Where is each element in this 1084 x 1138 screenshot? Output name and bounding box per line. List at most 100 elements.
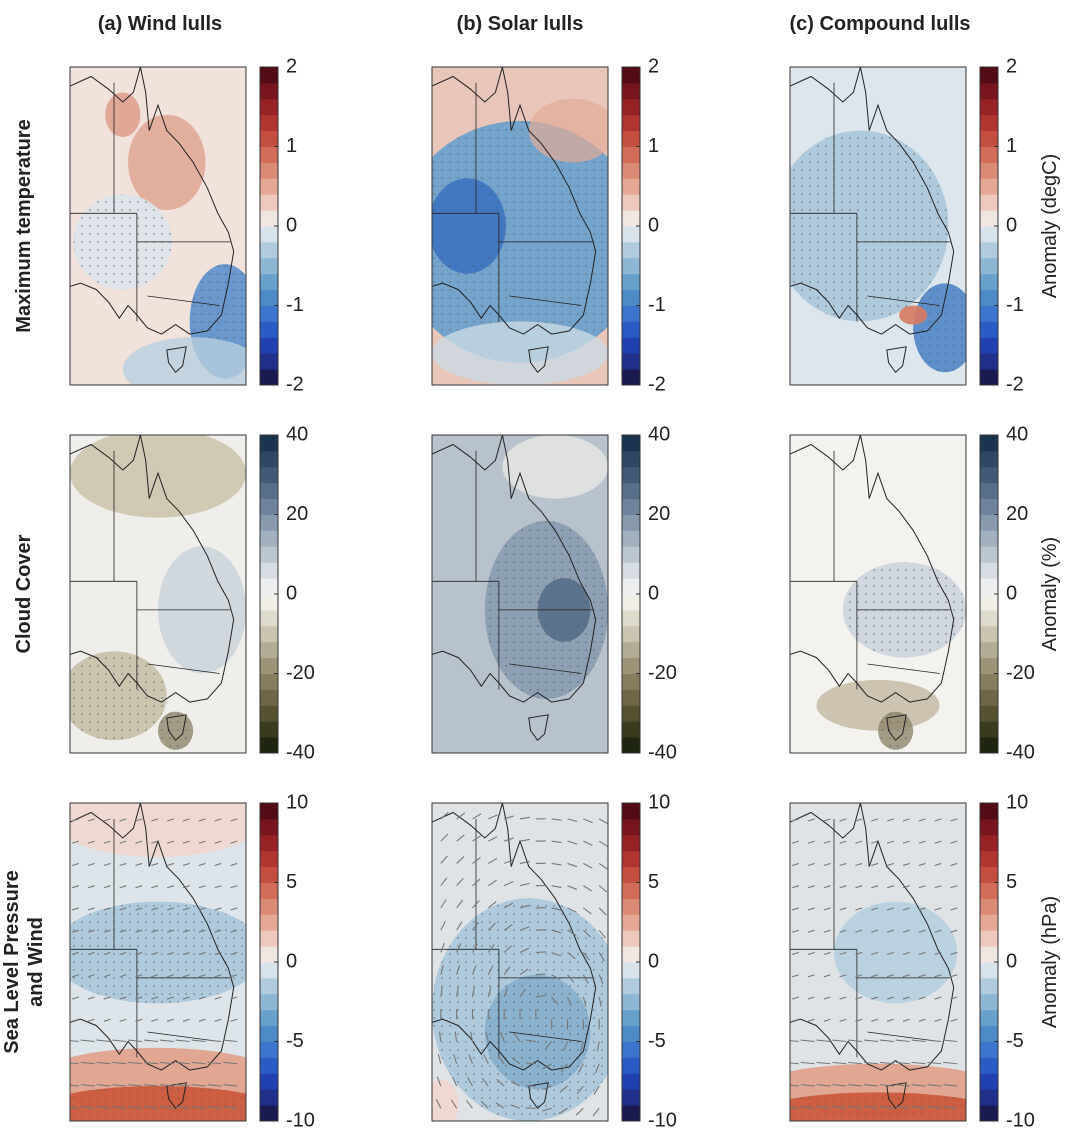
colorbar-tick-label: -2	[286, 373, 304, 395]
colorbar-segment	[260, 835, 278, 851]
map-anomaly	[816, 680, 939, 731]
colorbar-segment	[260, 594, 278, 610]
map-body	[423, 803, 625, 1131]
colorbar-segment	[622, 83, 640, 99]
colorbar-segment	[980, 1105, 998, 1121]
colorbar-segment	[980, 115, 998, 131]
colorbar-segment	[260, 883, 278, 899]
colorbar-tick-label: -1	[286, 294, 304, 316]
colorbar-segment	[260, 819, 278, 835]
colorbar-segment	[260, 803, 278, 819]
colorbar-segment	[622, 562, 640, 578]
colorbar-tick-label: -2	[648, 373, 666, 395]
colorbar-tick-label: 20	[1006, 503, 1028, 525]
map-stipple	[158, 712, 193, 750]
colorbar-segment	[622, 258, 640, 274]
colorbar-segment	[622, 1105, 640, 1121]
colorbar-segment	[980, 369, 998, 385]
colorbar-segment	[260, 258, 278, 274]
colorbar-segment	[980, 658, 998, 674]
colorbar-segment	[260, 451, 278, 467]
colorbar-tick-label: 40	[648, 423, 670, 445]
colorbar-segment	[260, 369, 278, 385]
map-stipple	[913, 283, 976, 372]
map-panel	[61, 429, 246, 753]
map-panel	[755, 803, 1001, 1133]
colorbar-tick-label: -20	[286, 662, 315, 684]
colorbar-segment	[260, 147, 278, 163]
colorbar-segment	[622, 594, 640, 610]
colorbar-segment	[260, 705, 278, 721]
colorbar-tick-label: -1	[1006, 294, 1024, 316]
colorbar-segment	[980, 851, 998, 867]
colorbar-segment	[260, 914, 278, 930]
colorbar-segment	[622, 306, 640, 322]
colorbar-segment	[622, 803, 640, 819]
colorbar-segment	[980, 162, 998, 178]
colorbar-segment	[980, 610, 998, 626]
colorbar-segment	[260, 99, 278, 115]
colorbar-segment	[622, 67, 640, 83]
map-panel	[423, 803, 625, 1131]
column-title: (a) Wind lulls	[98, 13, 222, 35]
colorbar-segment	[980, 210, 998, 226]
colorbar-segment	[980, 1010, 998, 1026]
colorbar-segment	[980, 499, 998, 515]
colorbar-tick-label: 0	[286, 950, 297, 972]
colorbar-tick-label: -40	[648, 741, 677, 763]
colorbar-segment	[622, 1073, 640, 1089]
colorbar-segment	[260, 226, 278, 242]
colorbar-segment	[980, 1026, 998, 1042]
colorbar-tick-label: 1	[286, 135, 297, 157]
colorbar-segment	[980, 131, 998, 147]
colorbar-tick-label: -5	[1006, 1030, 1024, 1052]
colorbar-tick-label: 40	[1006, 423, 1028, 445]
colorbar-segment	[260, 321, 278, 337]
map-stipple	[772, 131, 948, 322]
colorbar-segment	[260, 1105, 278, 1121]
colorbar-segment	[260, 242, 278, 258]
colorbar-tick-label: -40	[1006, 741, 1035, 763]
colorbar-segment	[260, 930, 278, 946]
colorbar-segment	[622, 515, 640, 531]
colorbar-segment	[260, 306, 278, 322]
colorbar-segment	[622, 321, 640, 337]
colorbar-segment	[622, 689, 640, 705]
map-panel	[35, 781, 281, 1133]
colorbar-segment	[622, 1089, 640, 1105]
colorbar-tick-label: 2	[1006, 55, 1017, 77]
colorbar-segment	[260, 1057, 278, 1073]
colorbar-segment	[980, 835, 998, 851]
colorbar-segment	[260, 210, 278, 226]
colorbar-segment	[622, 1010, 640, 1026]
colorbar-tick-label: 0	[1006, 950, 1017, 972]
colorbar-segment	[980, 689, 998, 705]
colorbar-segment	[260, 978, 278, 994]
colorbar-segment	[260, 737, 278, 753]
colorbar-tick-label: 2	[286, 55, 297, 77]
colorbar-segment	[980, 562, 998, 578]
colorbar-segment	[260, 274, 278, 290]
colorbar-segment	[622, 147, 640, 163]
colorbar-segment	[622, 626, 640, 642]
colorbar-segment	[260, 499, 278, 515]
colorbar-segment	[980, 883, 998, 899]
colorbar-segment	[260, 689, 278, 705]
map-body	[772, 67, 976, 385]
colorbar-segment	[622, 898, 640, 914]
colorbar-segment	[260, 83, 278, 99]
map-panel	[70, 67, 264, 401]
colorbar-segment	[980, 435, 998, 451]
colorbar-label: Anomaly (%)	[1039, 537, 1061, 651]
column-title: (c) Compound lulls	[789, 13, 970, 35]
colorbar-tick-label: 2	[648, 55, 659, 77]
colorbar-segment	[260, 578, 278, 594]
map-anomaly	[899, 306, 927, 325]
colorbar-segment	[980, 546, 998, 562]
colorbar-segment	[980, 321, 998, 337]
colorbar-segment	[622, 546, 640, 562]
colorbar-tick-label: -1	[648, 294, 666, 316]
map-panel	[790, 435, 966, 753]
colorbar-segment	[622, 1026, 640, 1042]
